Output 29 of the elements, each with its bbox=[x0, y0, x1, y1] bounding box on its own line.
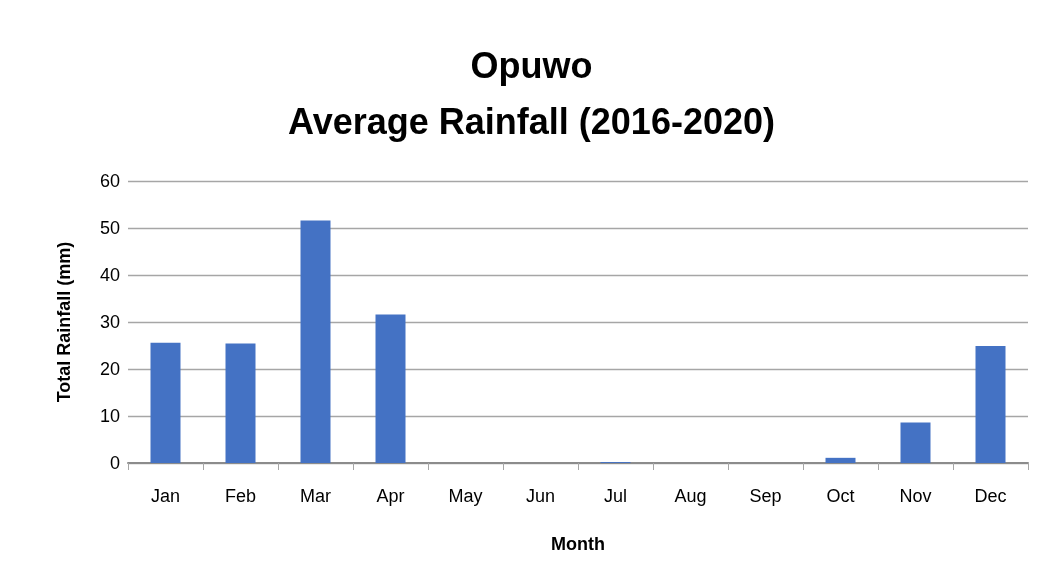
x-tick-label: Sep bbox=[749, 486, 782, 506]
y-tick-label: 30 bbox=[99, 312, 120, 332]
x-tick-label: Dec bbox=[974, 486, 1007, 506]
x-tick-label: May bbox=[448, 486, 483, 506]
bar bbox=[150, 342, 181, 463]
bar bbox=[300, 220, 331, 463]
x-tick-label: Feb bbox=[224, 486, 257, 506]
x-tick-label: Nov bbox=[899, 486, 932, 506]
chart-title: Opuwo Average Rainfall (2016-2020) bbox=[288, 44, 775, 142]
y-tick-label: 20 bbox=[99, 359, 120, 379]
bar bbox=[375, 314, 406, 463]
y-tick-label: 40 bbox=[99, 265, 120, 285]
bar bbox=[825, 457, 856, 463]
y-tick-label: 50 bbox=[99, 218, 120, 238]
x-tick-label: Oct bbox=[826, 486, 855, 506]
x-axis-title: Month bbox=[551, 534, 605, 554]
bar bbox=[225, 343, 256, 463]
x-tick-label: Aug bbox=[674, 486, 707, 506]
x-tick-label: Jan bbox=[150, 486, 181, 506]
x-tick-label: Jul bbox=[603, 486, 628, 506]
x-tick-label: Apr bbox=[376, 486, 405, 506]
y-tick-label: 10 bbox=[99, 406, 120, 426]
y-tick-label: 0 bbox=[109, 453, 120, 473]
x-tick-label: Mar bbox=[300, 486, 331, 506]
x-tick-label: Jun bbox=[525, 486, 556, 506]
bar bbox=[900, 422, 931, 463]
bar bbox=[975, 345, 1006, 463]
y-axis-title: Total Rainfall (mm) bbox=[54, 241, 74, 403]
y-tick-label: 60 bbox=[99, 171, 120, 191]
